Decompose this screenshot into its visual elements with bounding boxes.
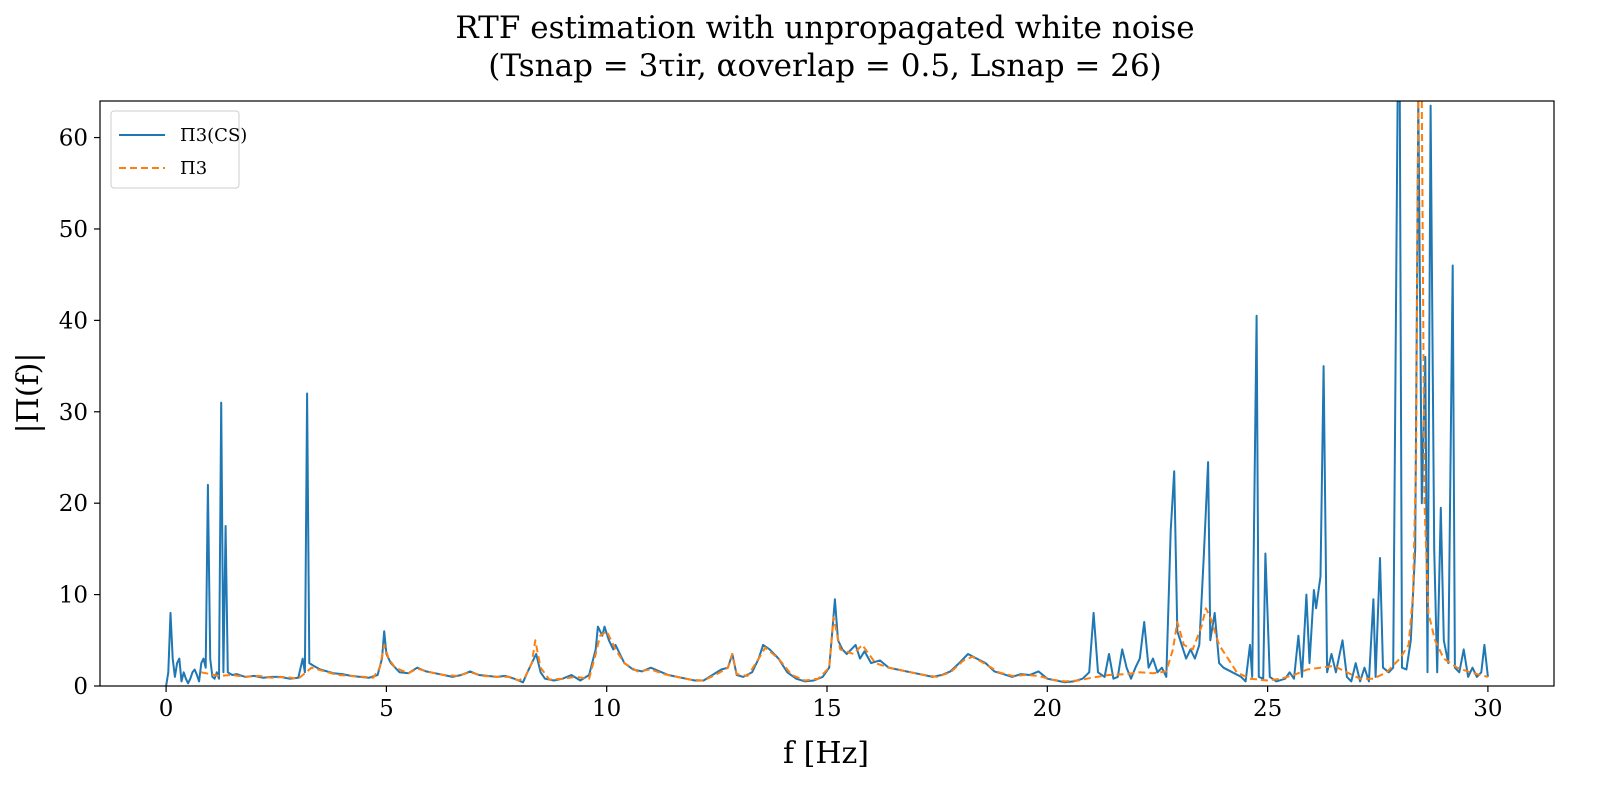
series-line-2 — [201, 101, 1489, 683]
series-layer — [165, 101, 1489, 686]
legend: Π3(CS) Π3 — [110, 110, 247, 189]
legend-label-2: Π3 — [180, 158, 207, 179]
legend-label-1: Π3(CS) — [180, 125, 247, 146]
y-tick-label: 10 — [59, 583, 88, 609]
x-tick-label: 0 — [159, 696, 174, 722]
y-tick-label: 0 — [73, 674, 88, 700]
x-tick-label: 5 — [379, 696, 394, 722]
y-tick-label: 40 — [59, 308, 88, 334]
y-tick-label: 50 — [59, 217, 88, 243]
x-tick-label: 20 — [1033, 696, 1062, 722]
chart-title: RTF estimation with unpropagated white n… — [455, 10, 1194, 46]
legend-frame — [110, 110, 240, 189]
y-tick-label: 60 — [59, 126, 88, 152]
series-line-1 — [165, 101, 1489, 686]
chart-subtitle: (Tsnap = 3τir, αoverlap = 0.5, Lsnap = 2… — [488, 48, 1162, 84]
x-axis: 0 5 10 15 20 25 30 — [159, 686, 1503, 722]
x-tick-label: 10 — [592, 696, 621, 722]
plot-area-frame — [99, 100, 1555, 687]
x-tick-label: 30 — [1473, 696, 1502, 722]
x-axis-label: f [Hz] — [783, 736, 869, 771]
x-tick-label: 25 — [1253, 696, 1282, 722]
y-tick-label: 30 — [59, 400, 88, 426]
y-tick-label: 20 — [59, 491, 88, 517]
y-axis: 0 10 20 30 40 50 60 — [59, 126, 100, 700]
y-axis-label: |Π(f)| — [11, 353, 46, 434]
x-tick-label: 15 — [812, 696, 841, 722]
chart-title-group: RTF estimation with unpropagated white n… — [455, 10, 1194, 84]
